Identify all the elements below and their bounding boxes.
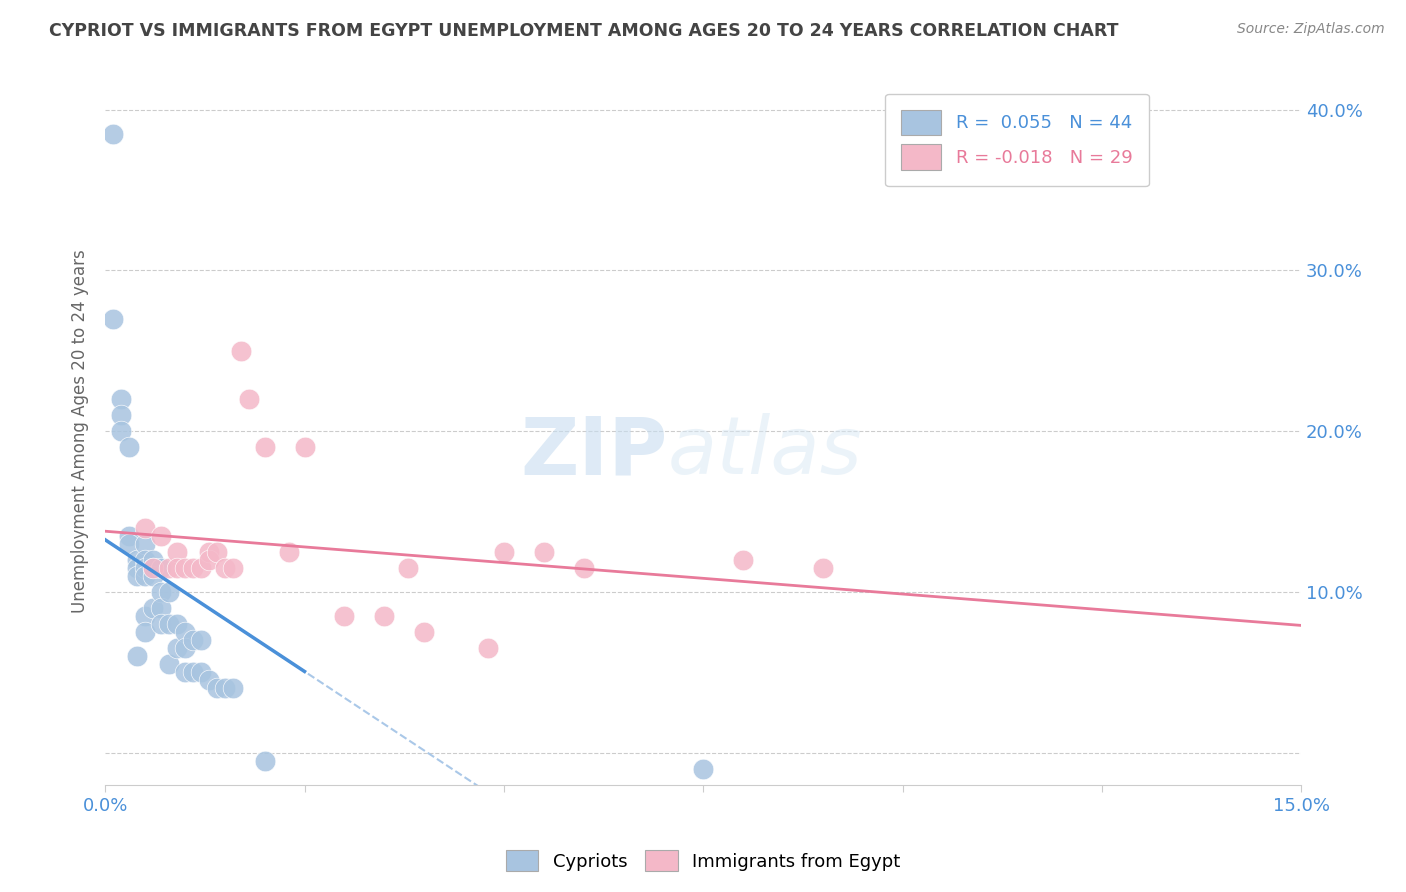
Point	[142, 560, 165, 574]
Point	[277, 544, 299, 558]
Point	[181, 560, 204, 574]
Point	[205, 681, 228, 696]
Text: Source: ZipAtlas.com: Source: ZipAtlas.com	[1237, 22, 1385, 37]
Legend: Cypriots, Immigrants from Egypt: Cypriots, Immigrants from Egypt	[498, 843, 908, 879]
Point	[229, 343, 252, 358]
Point	[157, 617, 180, 632]
Point	[174, 641, 197, 656]
Point	[134, 625, 156, 640]
Point	[127, 560, 149, 574]
Point	[142, 552, 165, 566]
Point	[333, 609, 356, 624]
Point	[731, 552, 754, 566]
Point	[181, 633, 204, 648]
Point	[150, 601, 173, 615]
Legend: R =  0.055   N = 44, R = -0.018   N = 29: R = 0.055 N = 44, R = -0.018 N = 29	[886, 94, 1149, 186]
Point	[103, 127, 125, 141]
Point	[190, 633, 212, 648]
Text: atlas: atlas	[668, 413, 862, 491]
Point	[118, 440, 141, 454]
Point	[150, 560, 173, 574]
Point	[373, 609, 395, 624]
Point	[134, 536, 156, 550]
Point	[110, 424, 132, 438]
Point	[811, 560, 834, 574]
Point	[238, 392, 260, 406]
Point	[157, 560, 180, 574]
Point	[492, 544, 515, 558]
Point	[572, 560, 595, 574]
Point	[214, 560, 236, 574]
Point	[166, 617, 188, 632]
Point	[222, 681, 245, 696]
Point	[253, 440, 276, 454]
Point	[157, 585, 180, 599]
Point	[103, 311, 125, 326]
Point	[142, 560, 165, 574]
Point	[118, 528, 141, 542]
Point	[174, 665, 197, 680]
Point	[533, 544, 555, 558]
Point	[150, 585, 173, 599]
Point	[692, 762, 714, 776]
Point	[253, 754, 276, 768]
Point	[166, 560, 188, 574]
Point	[110, 408, 132, 422]
Point	[166, 544, 188, 558]
Point	[294, 440, 316, 454]
Point	[181, 665, 204, 680]
Point	[127, 568, 149, 582]
Point	[134, 568, 156, 582]
Point	[198, 552, 221, 566]
Point	[157, 657, 180, 672]
Text: ZIP: ZIP	[520, 413, 668, 491]
Point	[118, 536, 141, 550]
Point	[127, 649, 149, 664]
Point	[205, 544, 228, 558]
Y-axis label: Unemployment Among Ages 20 to 24 years: Unemployment Among Ages 20 to 24 years	[72, 249, 89, 613]
Point	[413, 625, 436, 640]
Point	[142, 568, 165, 582]
Point	[174, 560, 197, 574]
Point	[134, 560, 156, 574]
Point	[222, 560, 245, 574]
Point	[150, 528, 173, 542]
Point	[166, 641, 188, 656]
Point	[477, 641, 499, 656]
Point	[198, 544, 221, 558]
Point	[127, 552, 149, 566]
Point	[198, 673, 221, 688]
Point	[134, 520, 156, 534]
Point	[174, 625, 197, 640]
Point	[214, 681, 236, 696]
Point	[150, 617, 173, 632]
Point	[134, 609, 156, 624]
Text: CYPRIOT VS IMMIGRANTS FROM EGYPT UNEMPLOYMENT AMONG AGES 20 TO 24 YEARS CORRELAT: CYPRIOT VS IMMIGRANTS FROM EGYPT UNEMPLO…	[49, 22, 1119, 40]
Point	[110, 392, 132, 406]
Point	[190, 665, 212, 680]
Point	[134, 552, 156, 566]
Point	[142, 601, 165, 615]
Point	[396, 560, 419, 574]
Point	[190, 560, 212, 574]
